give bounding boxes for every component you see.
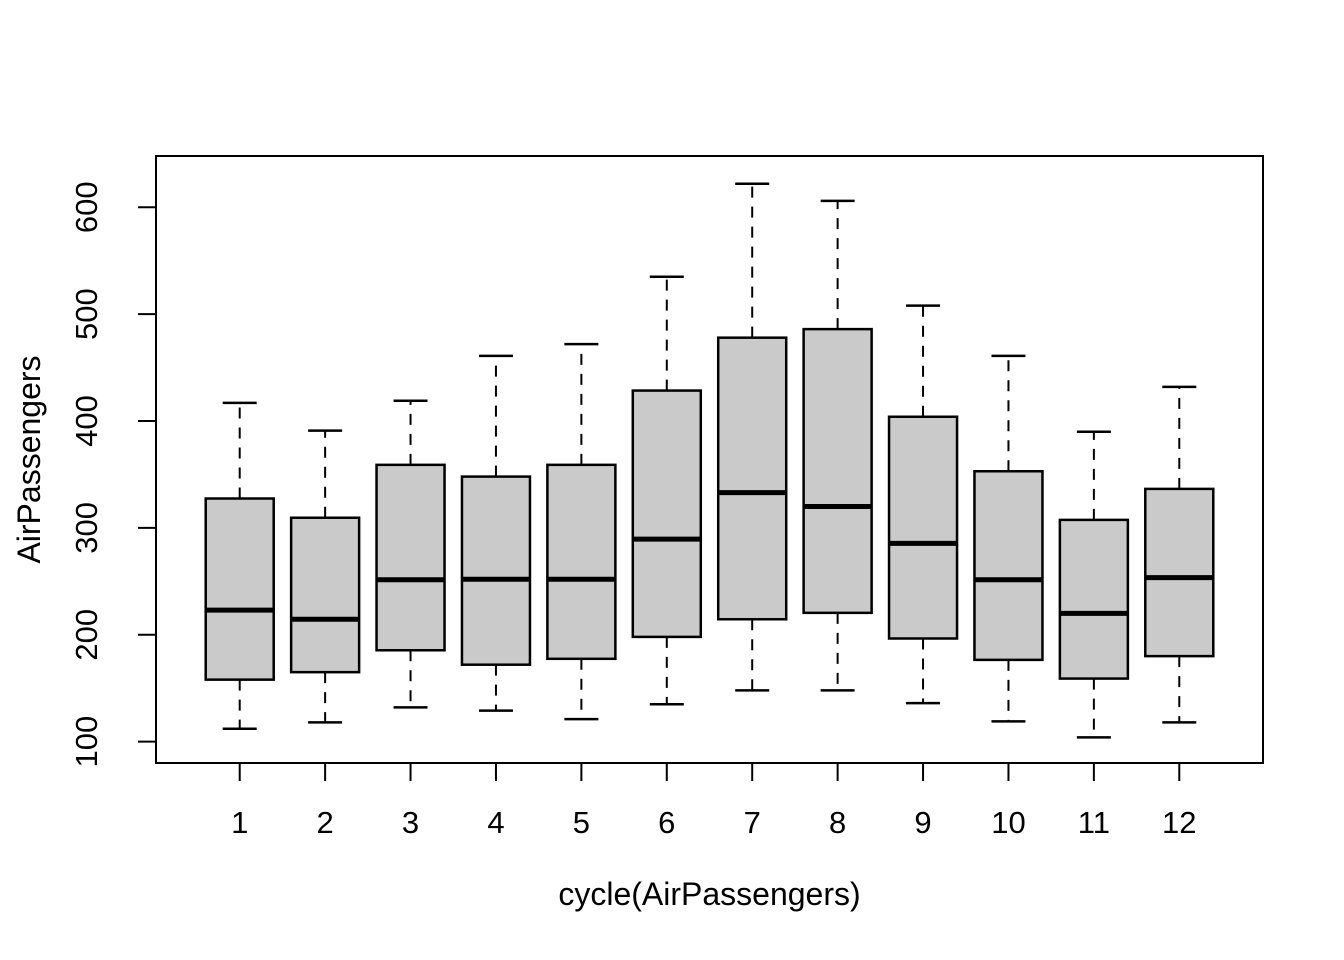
iqr-box (631, 389, 703, 639)
iqr-box (460, 475, 532, 666)
x-tick-label: 1 (231, 805, 248, 840)
y-tick-label: 500 (69, 288, 104, 340)
x-tick-label: 12 (1162, 805, 1196, 840)
iqr-box (973, 470, 1044, 662)
y-tick-label: 400 (69, 395, 104, 447)
iqr-box (289, 516, 361, 674)
boxplot-month-2 (289, 429, 361, 724)
iqr-box (887, 415, 959, 640)
x-tick-label: 2 (317, 805, 334, 840)
boxplot-month-1 (204, 401, 275, 731)
boxplot-month-8 (802, 199, 873, 692)
y-tick-label: 600 (69, 181, 104, 233)
boxplot-month-6 (631, 275, 703, 706)
iqr-box (1144, 487, 1215, 658)
x-tick-label: 11 (1078, 805, 1110, 840)
iqr-box (375, 463, 446, 652)
x-tick-label: 10 (991, 805, 1025, 840)
x-tick-label: 3 (402, 805, 419, 840)
boxplot-month-12 (1144, 385, 1215, 724)
x-tick-label: 4 (487, 805, 504, 840)
y-tick-label: 300 (69, 502, 104, 554)
boxplot-month-10 (973, 354, 1044, 723)
boxplot-month-9 (887, 304, 959, 705)
boxplot-month-3 (375, 399, 446, 709)
y-axis: 100 200 300 400 500 600 (69, 181, 156, 767)
iqr-box (802, 327, 873, 615)
iqr-box (716, 336, 788, 621)
y-tick-label: 200 (69, 609, 104, 661)
x-tick-label: 8 (829, 805, 846, 840)
x-tick-label: 5 (573, 805, 590, 840)
boxplot-month-11 (1058, 430, 1130, 739)
y-tick-label: 100 (69, 716, 104, 768)
boxplot-month-4 (460, 354, 532, 712)
x-tick-label: 9 (914, 805, 931, 840)
x-axis: 1 2 3 4 5 6 7 8 9 10 11 12 (231, 763, 1197, 840)
iqr-box (204, 497, 275, 681)
y-axis-title: AirPassengers (11, 355, 47, 563)
boxplot-month-5 (546, 342, 617, 721)
boxplot-month-7 (716, 182, 788, 692)
x-tick-label: 6 (658, 805, 675, 840)
x-tick-label: 7 (744, 805, 761, 840)
iqr-box (1058, 518, 1130, 680)
x-axis-title: cycle(AirPassengers) (558, 876, 860, 912)
plot-frame (155, 155, 1264, 764)
boxes-layer (204, 182, 1215, 739)
iqr-box (546, 463, 617, 661)
